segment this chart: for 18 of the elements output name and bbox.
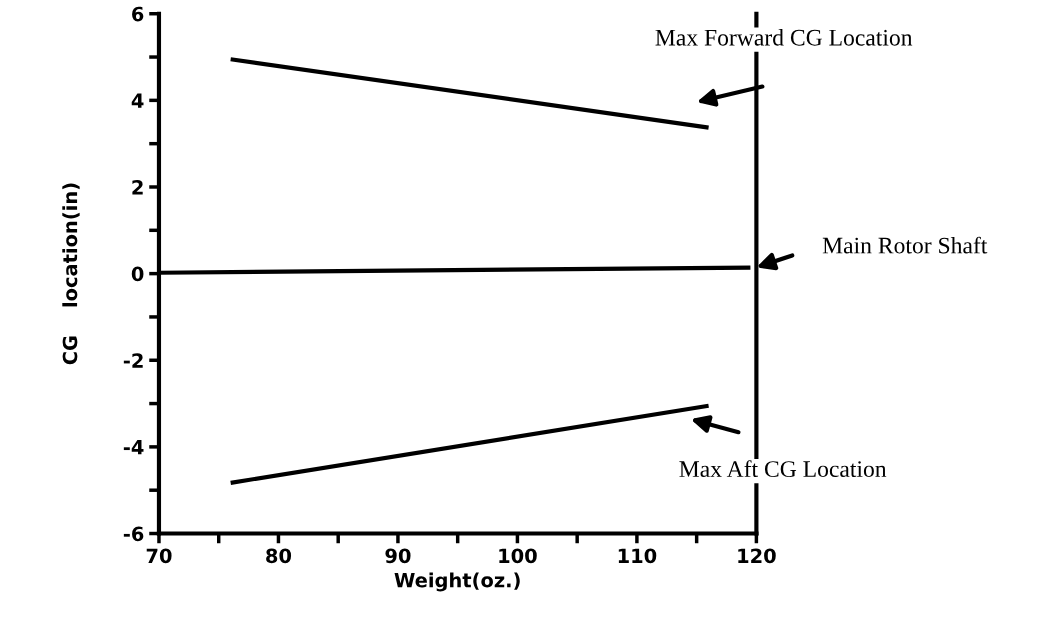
y-tick-label: -6 bbox=[123, 526, 144, 542]
x-tick-label: 70 bbox=[146, 548, 172, 564]
y-tick-label: 6 bbox=[132, 6, 144, 22]
annotation: Max Aft CG Location bbox=[679, 460, 887, 478]
x-tick-label: 110 bbox=[618, 548, 657, 564]
y-tick-label: 0 bbox=[131, 266, 144, 282]
y-tick-label: 2 bbox=[132, 179, 143, 195]
annotation: Max Forward CG Location bbox=[655, 29, 913, 46]
y-tick-label: -4 bbox=[123, 440, 144, 455]
x-axis-title: Weight(oz.) bbox=[394, 572, 520, 592]
x-tick-label: 120 bbox=[738, 548, 776, 564]
x-tick-label: 100 bbox=[499, 548, 537, 564]
y-axis-title: CG location(in) bbox=[62, 183, 80, 365]
text: Main Rotor Shaft bbox=[822, 236, 988, 254]
x-tick-label: 80 bbox=[266, 548, 292, 564]
y-tick-label: -2 bbox=[123, 353, 143, 368]
x-tick-label: 90 bbox=[385, 548, 411, 564]
y-tick-label: 4 bbox=[131, 93, 144, 108]
